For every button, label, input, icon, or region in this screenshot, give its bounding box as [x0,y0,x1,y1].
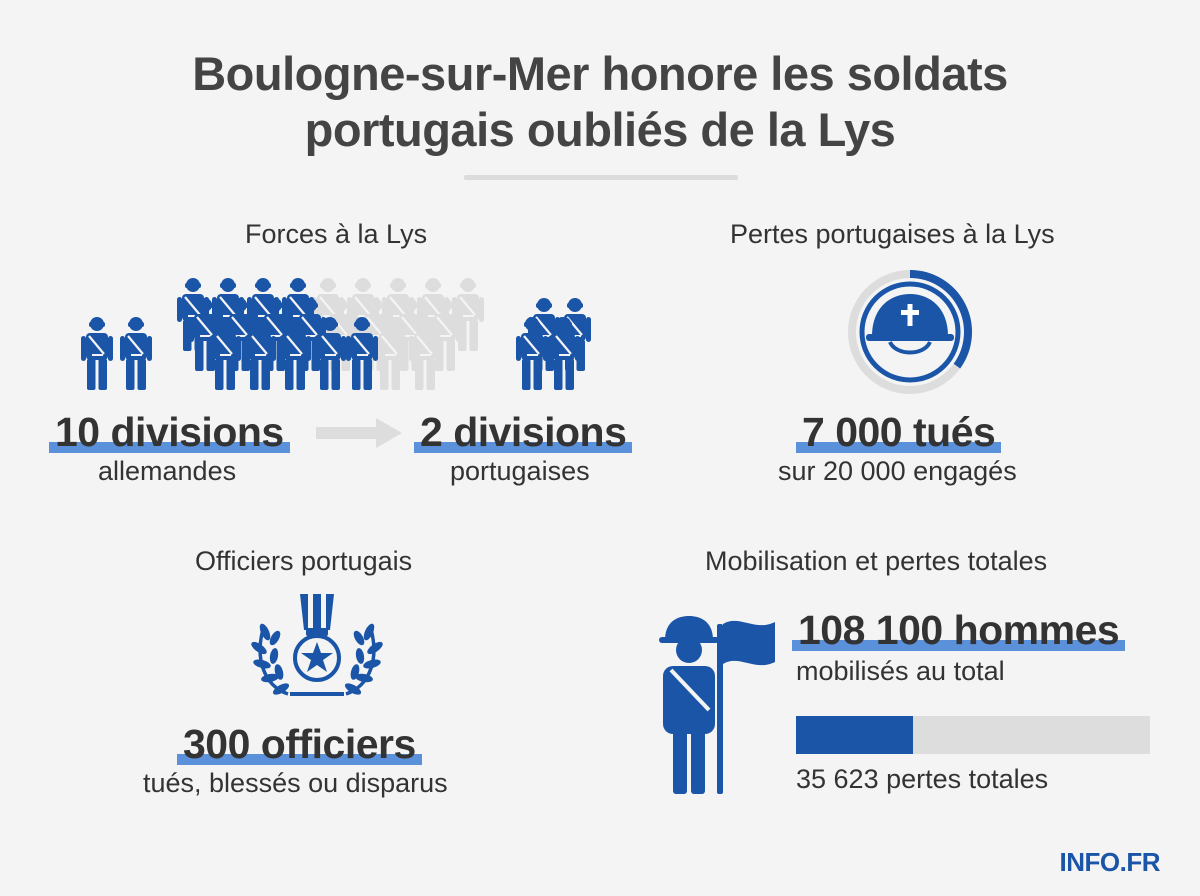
mobilised-label: mobilisés au total [796,656,1005,686]
losses-heading: Pertes portugaises à la Lys [730,219,1055,249]
officers-value: 300 officiers [177,721,422,767]
mobilisation-heading: Mobilisation et pertes totales [705,546,1048,576]
losses-progress-bar [796,716,1150,754]
arrow-right-icon [316,418,402,448]
total-losses-label: 35 623 pertes totales [796,764,1049,794]
german-divisions-value: 10 divisions [49,409,290,455]
officers-label: tués, blessés ou disparus [143,768,448,798]
soldier-icon [118,315,154,392]
page-title: Boulogne-sur-Mer honore les soldats port… [0,46,1200,158]
mobilised-value: 108 100 hommes [791,607,1126,653]
title-divider [464,175,738,180]
soldier-icon [79,315,115,392]
losses-label: sur 20 000 engagés [778,456,1017,486]
brand-logo: INFO.FR [1059,847,1161,877]
losses-value: 7 000 tués [795,409,1002,455]
portuguese-divisions-value: 2 divisions [413,409,633,455]
helmet-cross-icon [848,270,972,394]
forces-heading: Forces à la Lys [245,219,428,249]
soldier-icon-group [79,276,593,392]
soldier-flag-icon [659,616,775,794]
losses-progress-fill [796,716,913,754]
officers-heading: Officiers portugais [195,546,413,576]
german-divisions-label: allemandes [98,456,237,486]
portuguese-divisions-label: portugaises [450,456,590,486]
title-line-2: portugais oubliés de la Lys [304,103,896,156]
medal-laurel-icon [251,594,383,696]
title-line-1: Boulogne-sur-Mer honore les soldats [192,47,1008,100]
